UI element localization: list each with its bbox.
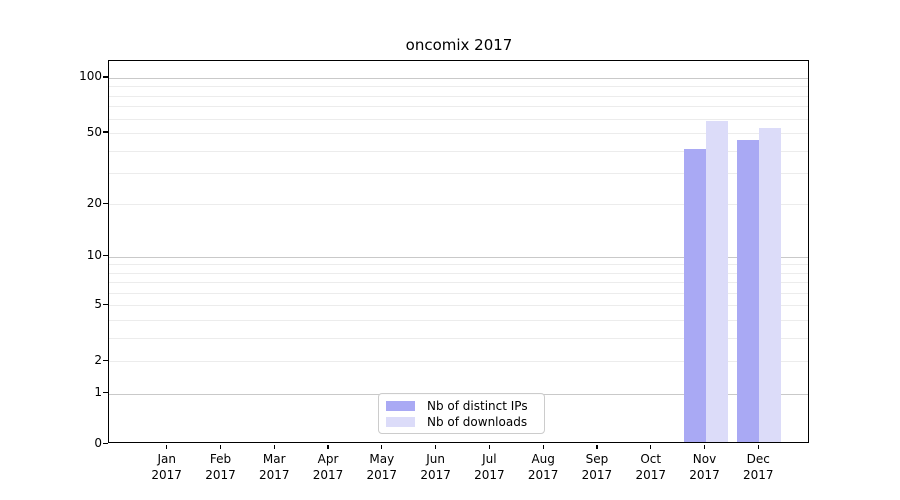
x-tick-mark bbox=[435, 444, 437, 449]
bar-dec-downloads bbox=[759, 128, 782, 442]
y-tick-label: 100 bbox=[79, 69, 102, 84]
gridline-major bbox=[109, 256, 808, 258]
plot-area bbox=[108, 60, 809, 443]
x-tick-label: Aug 2017 bbox=[527, 452, 559, 482]
bar-nov-ips bbox=[683, 148, 706, 442]
gridline-minor bbox=[109, 173, 808, 175]
gridline-minor bbox=[109, 282, 808, 284]
gridline-minor bbox=[109, 305, 808, 307]
x-tick-mark bbox=[381, 444, 383, 449]
gridline-major bbox=[109, 77, 808, 79]
x-tick-mark bbox=[166, 444, 168, 449]
x-tick-mark bbox=[542, 444, 544, 449]
x-tick-label: Oct 2017 bbox=[635, 452, 666, 482]
bar-dec-ips bbox=[737, 139, 760, 442]
y-tick-label: 20 bbox=[86, 195, 102, 210]
gridline-minor bbox=[109, 95, 808, 97]
downloads-swatch-icon bbox=[386, 416, 415, 428]
y-tick-label: 1 bbox=[94, 385, 102, 400]
y-tick-mark bbox=[103, 442, 108, 445]
x-tick-mark bbox=[488, 444, 490, 449]
gridline-minor bbox=[109, 361, 808, 363]
x-tick-label: Dec 2017 bbox=[742, 452, 774, 482]
x-tick-label: Jan 2017 bbox=[151, 452, 182, 482]
gridline-minor bbox=[109, 272, 808, 274]
x-tick-mark bbox=[703, 444, 706, 449]
y-tick-mark bbox=[103, 131, 108, 133]
x-tick-mark bbox=[219, 444, 222, 449]
legend-label-distinct-ips: Nb of distinct IPs bbox=[427, 399, 528, 413]
x-tick-label: Nov 2017 bbox=[689, 452, 720, 482]
distinct-ips-swatch-icon bbox=[386, 400, 415, 412]
legend-label-downloads: Nb of downloads bbox=[427, 415, 528, 429]
y-tick-label: 50 bbox=[86, 124, 102, 139]
gridline-minor bbox=[109, 204, 808, 206]
x-tick-mark bbox=[273, 444, 275, 449]
x-tick-mark bbox=[596, 444, 598, 449]
y-tick-mark bbox=[103, 392, 108, 394]
x-tick-mark bbox=[757, 444, 759, 449]
gridline-minor bbox=[109, 150, 808, 152]
x-tick-label: Feb 2017 bbox=[205, 452, 236, 482]
gridline-minor bbox=[109, 106, 808, 108]
x-tick-label: Jun 2017 bbox=[420, 452, 451, 482]
legend-entry-distinct-ips: Nb of distinct IPs bbox=[379, 398, 544, 414]
y-tick-label: 2 bbox=[94, 352, 102, 367]
gridline-minor bbox=[109, 264, 808, 266]
y-tick-mark bbox=[103, 202, 108, 205]
gridline-minor bbox=[109, 133, 808, 135]
legend: Nb of distinct IPs Nb of downloads bbox=[378, 393, 545, 434]
gridline-minor bbox=[109, 118, 808, 120]
x-tick-label: Mar 2017 bbox=[258, 452, 290, 482]
gridline-minor bbox=[109, 337, 808, 339]
x-tick-mark bbox=[650, 444, 652, 449]
x-tick-label: Jul 2017 bbox=[474, 452, 505, 482]
x-tick-label: Sep 2017 bbox=[581, 452, 613, 482]
x-tick-mark bbox=[327, 444, 329, 449]
legend-entry-downloads: Nb of downloads bbox=[379, 414, 544, 430]
bar-nov-downloads bbox=[705, 121, 728, 442]
y-tick-label: 10 bbox=[86, 248, 102, 263]
y-tick-mark bbox=[103, 359, 108, 361]
y-tick-label: 5 bbox=[94, 296, 102, 311]
chart-title: oncomix 2017 bbox=[405, 36, 513, 54]
y-tick-mark bbox=[103, 76, 108, 78]
y-tick-mark bbox=[103, 254, 108, 257]
x-tick-label: May 2017 bbox=[366, 452, 398, 482]
y-tick-label: 0 bbox=[94, 436, 102, 450]
gridline-minor bbox=[109, 292, 808, 294]
gridline-minor bbox=[109, 86, 808, 88]
y-tick-mark bbox=[103, 303, 108, 305]
x-tick-label: Apr 2017 bbox=[312, 452, 344, 482]
gridline-minor bbox=[109, 320, 808, 321]
